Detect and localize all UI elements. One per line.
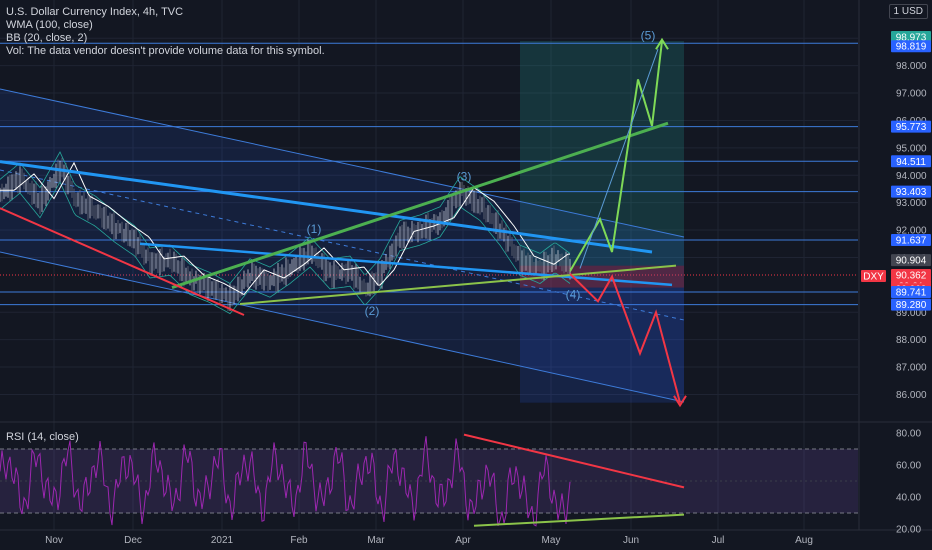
time-tick-label: May — [542, 535, 561, 546]
indicator-bb[interactable]: BB (20, close, 2) — [6, 32, 88, 44]
time-tick-label: Aug — [795, 535, 813, 546]
time-tick-label: 2021 — [211, 535, 234, 546]
bearish-arrowhead — [673, 395, 687, 408]
price-tag-label: 94.511 — [896, 157, 926, 168]
green-support-line — [239, 264, 677, 306]
channel-bottom — [0, 251, 685, 403]
price-tag-label: 91.637 — [896, 236, 927, 247]
rsi-pane — [0, 433, 858, 527]
descending-channel — [0, 89, 684, 402]
price-tick-label: 94.000 — [896, 171, 927, 182]
price-tag-label: 90.904 — [896, 256, 927, 267]
wave-label: (5) — [641, 29, 656, 43]
price-tag: 90.362 — [891, 268, 931, 281]
symbol-tag-label: DXY — [863, 271, 884, 282]
rsi-title[interactable]: RSI (14, close) — [6, 431, 79, 443]
time-tick-label: Apr — [455, 535, 471, 546]
rsi-support-line — [473, 513, 685, 527]
price-tag-bg — [891, 31, 931, 43]
symbol-title[interactable]: U.S. Dollar Currency Index, 4h, TVC — [6, 6, 184, 18]
price-tag-label: 89.741 — [896, 287, 927, 298]
rsi-tick-label: 80.00 — [896, 429, 921, 440]
price-tag: 90.904 — [891, 254, 931, 267]
trend-drawings — [0, 37, 687, 408]
rsi-line — [0, 436, 571, 527]
price-tick-label: 86.000 — [896, 390, 927, 401]
price-tick-label: 98.000 — [896, 61, 927, 72]
price-tag-bg — [891, 155, 931, 168]
price-tag-label: 90.362 — [896, 270, 927, 281]
rsi-resistance-line — [463, 433, 685, 489]
wave-label: (3) — [457, 170, 472, 184]
time-tick-label: Dec — [124, 535, 142, 546]
chart-legend: U.S. Dollar Currency Index, 4h, TVC WMA … — [6, 6, 325, 58]
price-series — [0, 151, 571, 315]
rsi-tick-label: 40.00 — [896, 493, 921, 504]
price-tag-bg — [891, 120, 931, 133]
currency-selector[interactable]: 1 USD — [888, 4, 928, 19]
rsi-band — [0, 449, 858, 513]
channel-drawings — [0, 42, 858, 403]
price-tag-label: 95.773 — [896, 122, 927, 133]
price-tag-bg — [891, 234, 931, 247]
indicator-wma[interactable]: WMA (100, close) — [6, 19, 93, 31]
wave-5-guide — [579, 49, 659, 269]
bullish-projection — [569, 40, 663, 272]
time-tick-label: Mar — [367, 535, 385, 546]
wave-label: (2) — [365, 304, 380, 318]
time-axis[interactable]: Nov Dec 2021 Feb Mar Apr May Jun Jul Aug — [45, 535, 813, 546]
channel-top — [0, 88, 685, 238]
price-tag-label: 98.819 — [896, 42, 927, 53]
bearish-projection — [569, 273, 681, 403]
price-tick-label: 95.000 — [896, 143, 927, 154]
rsi-tick-label: 20.00 — [896, 525, 921, 536]
time-tick-label: Jun — [623, 535, 639, 546]
price-tag: 98.973 — [891, 31, 931, 44]
price-tag: 89.741 — [891, 285, 931, 298]
grid — [0, 0, 932, 531]
wave-label: (4) — [566, 288, 581, 302]
price-tag-label: 89.280 — [896, 300, 927, 311]
price-tag: 95.773 — [891, 120, 931, 133]
bullish-arrowhead — [655, 37, 669, 50]
price-tick-label: 89.000 — [896, 308, 927, 319]
time-tick-label: Nov — [45, 535, 63, 546]
price-tick-label: 97.000 — [896, 89, 927, 100]
price-axis[interactable]: 99.00098.00097.00096.00095.00094.00093.0… — [861, 31, 931, 536]
price-tag-label: 98.973 — [896, 33, 927, 44]
red-trendline — [0, 207, 245, 316]
time-tick-label: Jul — [712, 535, 725, 546]
price-tag: 94.511 — [891, 155, 931, 168]
indicator-vol[interactable]: Vol: The data vendor doesn't provide vol… — [6, 45, 325, 57]
green-trendline — [171, 121, 669, 290]
price-tick-label: 87.000 — [896, 363, 927, 374]
price-tick-label: 93.000 — [896, 198, 927, 209]
price-tag: 89.280 — [891, 298, 931, 311]
price-tag: 91.637 — [891, 234, 931, 247]
price-tag-bg — [891, 40, 931, 53]
upper-trendline — [0, 160, 653, 254]
price-tag-bg — [891, 285, 931, 298]
symbol-tag: DXY — [861, 269, 886, 282]
price-tick-label: 88.000 — [896, 335, 927, 346]
price-tag-label: 93.403 — [896, 187, 927, 198]
rsi-tick-label: 60.00 — [896, 461, 921, 472]
price-tag-bg — [891, 268, 931, 281]
wave-label: (1) — [307, 222, 322, 236]
price-tag: 98.819 — [891, 40, 931, 53]
symbol-tag-bg — [861, 269, 886, 282]
price-tag-bg — [891, 185, 931, 198]
bb-lower — [0, 181, 571, 315]
lower-trendline — [139, 242, 673, 287]
price-tag-bg — [891, 254, 931, 267]
price-tag: 93.403 — [891, 185, 931, 198]
time-tick-label: Feb — [290, 535, 308, 546]
price-tag-bg — [891, 298, 931, 311]
price-tick-label: 92.000 — [896, 226, 927, 237]
wave-labels: (1) (2) (3) (4) (5) — [307, 29, 656, 318]
projection-zone — [520, 287, 684, 403]
